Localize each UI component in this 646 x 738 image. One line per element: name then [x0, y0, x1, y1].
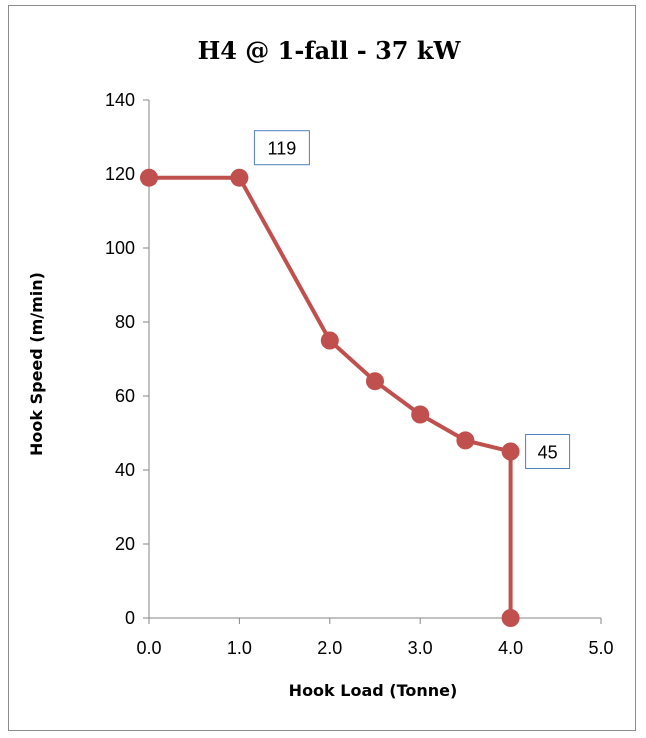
x-tick-label: 3.0	[408, 638, 433, 658]
x-tick-label: 1.0	[227, 638, 252, 658]
data-point	[140, 168, 158, 187]
data-label-box	[253, 130, 310, 166]
annotation-group: 119 45	[253, 130, 571, 469]
y-tick-label: 100	[105, 238, 135, 258]
x-tick-label: 4.0	[498, 638, 523, 658]
data-label: 45	[538, 443, 558, 463]
data-point	[320, 331, 339, 350]
series-line	[149, 175, 513, 618]
x-axis-title: Hook Load (Tonne)	[289, 681, 458, 700]
data-point	[501, 609, 520, 627]
data-point	[230, 168, 249, 187]
x-tick-label: 0.0	[136, 638, 161, 658]
axes: 0 20 40 60 80 100 120 140 0.0 1.0 2.0 3.0 4.0 5.0	[105, 90, 614, 658]
data-point	[366, 372, 384, 391]
x-tick-label: 2.0	[317, 638, 342, 658]
data-label: 119	[268, 139, 297, 159]
y-tick-label: 120	[105, 164, 135, 184]
data-label-box	[525, 434, 571, 469]
y-tick-label: 0	[125, 608, 135, 628]
data-point	[501, 442, 520, 461]
y-axis-title: Hook Speed (m/min)	[27, 272, 46, 456]
x-tick-label: 5.0	[588, 638, 613, 658]
y-tick-label: 60	[115, 386, 135, 406]
line-chart: H4 @ 1-fall - 37 kW Hook Load (Tonne) Ho…	[27, 36, 614, 700]
y-tick-label: 20	[115, 534, 135, 554]
y-tick-label: 40	[115, 460, 135, 480]
data-point	[456, 431, 475, 450]
series-group	[140, 168, 520, 627]
y-tick-label: 140	[105, 90, 135, 110]
chart-title: H4 @ 1-fall - 37 kW	[198, 36, 462, 65]
data-point	[411, 405, 430, 424]
chart-area: H4 @ 1-fall - 37 kW Hook Load (Tonne) Ho…	[8, 5, 636, 731]
y-tick-label: 80	[115, 312, 135, 332]
